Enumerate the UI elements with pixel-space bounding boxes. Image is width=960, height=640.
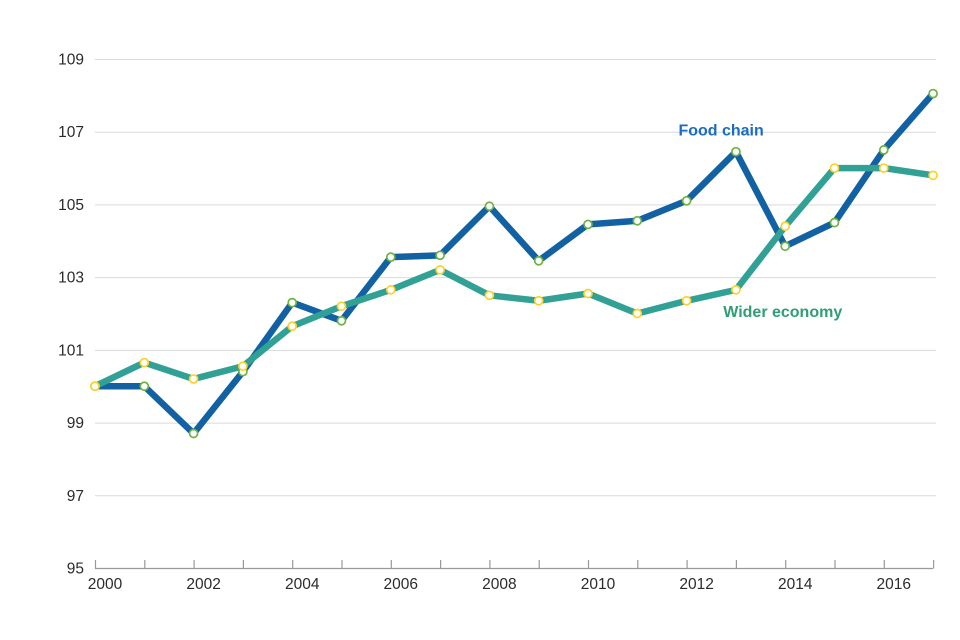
- x-axis-label: 2010: [581, 576, 616, 593]
- data-point-wider-economy-2005: [336, 301, 347, 312]
- y-axis-label: 105: [58, 197, 84, 214]
- series-label-food-chain: Food chain: [678, 122, 763, 139]
- data-point-wider-economy-2015: [829, 163, 840, 173]
- x-axis-label: 2006: [384, 576, 418, 593]
- data-point-wider-economy-2008: [484, 290, 495, 301]
- series-line-wider-economy: [91, 164, 937, 390]
- y-axis-label: 97: [67, 488, 84, 505]
- data-point-food-chain-2006: [385, 252, 396, 262]
- data-point-food-chain-2009: [533, 255, 544, 266]
- data-point-food-chain-2013: [731, 146, 741, 157]
- y-axis-label: 109: [58, 52, 84, 69]
- data-point-food-chain-2010: [583, 219, 593, 230]
- data-point-wider-economy-2006: [385, 285, 396, 295]
- y-axis-label: 101: [58, 342, 84, 359]
- data-point-food-chain-2005: [336, 315, 347, 326]
- y-axis-label: 99: [67, 415, 84, 432]
- data-point-wider-economy-2007: [435, 265, 445, 275]
- data-point-food-chain-2002: [188, 428, 199, 439]
- y-axis-label: 103: [58, 270, 84, 287]
- series-label-wider-economy: Wider economy: [723, 304, 842, 321]
- y-axis-label: 107: [58, 124, 84, 141]
- data-point-wider-economy-2014: [780, 221, 791, 232]
- series-line-food-chain: [91, 90, 937, 437]
- data-point-food-chain-2014: [780, 241, 791, 252]
- data-point-wider-economy-2011: [632, 308, 643, 319]
- data-point-food-chain-2007: [435, 250, 445, 261]
- data-point-food-chain-2001: [139, 381, 150, 392]
- data-point-food-chain-2012: [681, 195, 692, 206]
- x-axis-label: 2016: [877, 576, 911, 593]
- data-point-wider-economy-2001: [139, 357, 150, 368]
- data-point-wider-economy-2002: [188, 374, 199, 384]
- data-point-food-chain-2011: [632, 215, 643, 226]
- x-axis-label: 2002: [186, 576, 220, 593]
- data-point-food-chain-2016: [878, 145, 889, 155]
- data-point-wider-economy-2017: [928, 170, 938, 181]
- data-point-wider-economy-2010: [583, 288, 593, 299]
- x-axis-label: 2000: [88, 576, 123, 593]
- x-axis-label: 2004: [285, 576, 320, 593]
- data-point-wider-economy-2003: [238, 361, 248, 372]
- data-point-wider-economy-2013: [731, 285, 741, 295]
- data-point-wider-economy-2012: [681, 295, 692, 306]
- x-axis-label: 2014: [778, 576, 813, 593]
- data-point-food-chain-2017: [928, 88, 938, 99]
- x-axis-label: 2008: [482, 576, 516, 593]
- data-point-wider-economy-2016: [878, 163, 889, 173]
- x-axis-label: 2012: [679, 576, 713, 593]
- data-point-food-chain-2008: [484, 201, 495, 212]
- y-axis-label: 95: [67, 561, 84, 578]
- data-point-food-chain-2015: [829, 217, 840, 228]
- data-point-wider-economy-2009: [533, 295, 544, 306]
- data-point-food-chain-2004: [287, 297, 298, 308]
- data-point-wider-economy-2000: [90, 381, 100, 392]
- data-point-wider-economy-2004: [287, 321, 298, 332]
